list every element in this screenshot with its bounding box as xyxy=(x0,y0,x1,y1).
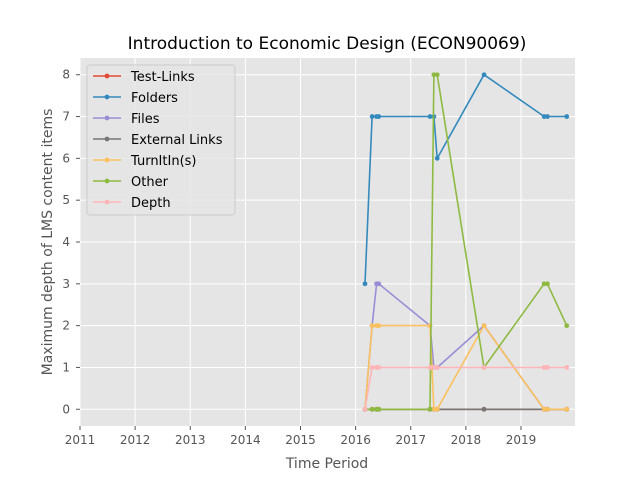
data-point-other xyxy=(431,72,437,78)
data-point-files xyxy=(376,281,382,287)
data-point-folders xyxy=(376,114,382,119)
x-tick-labels: 2011 2012 2013 2014 2015 2016 2017 2018 2019 xyxy=(65,426,537,447)
data-point-other xyxy=(434,72,440,78)
data-point-other xyxy=(545,281,550,287)
data-point-folders xyxy=(434,155,440,161)
data-point-depth xyxy=(481,365,487,370)
data-point-turnitin-s xyxy=(376,323,382,329)
data-point-depth xyxy=(545,365,550,370)
data-point-folders xyxy=(541,114,547,119)
data-point-turnitin-s xyxy=(369,323,375,329)
y-tick-label: 2 xyxy=(62,319,70,333)
legend-label-other: Other xyxy=(131,175,169,190)
y-tick-label: 0 xyxy=(62,402,70,416)
data-point-other xyxy=(541,281,547,287)
y-tick-label: 8 xyxy=(62,68,70,82)
y-tick-label: 7 xyxy=(62,110,70,124)
data-point-depth xyxy=(362,406,368,412)
legend-box xyxy=(86,64,236,216)
data-point-folders xyxy=(427,114,433,119)
x-tick-label: 2016 xyxy=(340,433,371,447)
x-tick-label: 2011 xyxy=(65,433,96,447)
data-point-depth xyxy=(434,365,440,370)
data-point-depth xyxy=(369,365,375,370)
y-tick-label: 4 xyxy=(62,235,70,249)
legend-marker-depth xyxy=(104,199,110,205)
legend-label-depth: Depth xyxy=(131,196,171,211)
data-point-depth xyxy=(376,365,382,370)
y-tick-label: 5 xyxy=(62,193,70,207)
data-point-turnitin-s xyxy=(431,406,437,412)
data-point-turnitin-s xyxy=(481,323,487,329)
legend-label-test-links: Test-Links xyxy=(130,70,195,85)
legend: Test-Links Folders Files External Links Turn… xyxy=(86,64,236,216)
data-point-folders xyxy=(481,72,487,78)
data-point-other xyxy=(564,323,570,329)
legend-marker-files xyxy=(104,115,110,121)
legend-marker-folders xyxy=(104,94,110,100)
legend-label-folders: Folders xyxy=(131,91,178,106)
x-tick-label: 2014 xyxy=(230,433,261,447)
legend-label-external-links: External Links xyxy=(131,133,223,148)
x-tick-label: 2012 xyxy=(120,433,151,447)
data-point-folders xyxy=(362,281,368,287)
chart-title: Introduction to Economic Design (ECON900… xyxy=(128,34,527,54)
y-axis-label: Maximum depth of LMS content items xyxy=(40,109,56,376)
legend-marker-test-links xyxy=(104,73,110,79)
legend-marker-turnitin-s xyxy=(104,157,110,163)
legend-label-turnitin-s: TurnItIn(s) xyxy=(130,154,196,169)
data-point-depth xyxy=(564,365,570,370)
x-tick-label: 2018 xyxy=(451,433,482,447)
data-point-folders xyxy=(545,114,550,119)
legend-marker-other xyxy=(104,178,110,184)
data-point-depth xyxy=(541,365,547,370)
data-point-other xyxy=(369,406,375,412)
data-point-turnitin-s xyxy=(541,406,547,412)
y-tick-labels: 0 1 2 3 4 5 6 7 8 xyxy=(62,68,80,416)
series-group xyxy=(362,72,570,412)
x-tick-label: 2015 xyxy=(285,433,316,447)
x-tick-label: 2013 xyxy=(175,433,206,447)
x-tick-label: 2019 xyxy=(506,433,537,447)
legend-label-files: Files xyxy=(131,112,160,127)
data-point-depth xyxy=(431,365,437,370)
y-tick-label: 3 xyxy=(62,277,70,291)
data-point-external-links xyxy=(481,406,487,412)
data-point-folders xyxy=(564,114,570,119)
y-tick-label: 6 xyxy=(62,151,70,165)
x-axis-label: Time Period xyxy=(285,456,368,472)
data-point-turnitin-s xyxy=(545,406,550,412)
data-point-other xyxy=(427,406,433,412)
data-point-turnitin-s xyxy=(434,406,440,412)
data-point-other xyxy=(376,406,382,412)
y-tick-label: 1 xyxy=(62,360,70,374)
x-tick-label: 2017 xyxy=(395,433,426,447)
data-point-depth xyxy=(427,365,433,370)
legend-marker-external-links xyxy=(104,136,110,142)
data-point-turnitin-s xyxy=(564,406,570,412)
data-point-folders xyxy=(369,114,375,119)
